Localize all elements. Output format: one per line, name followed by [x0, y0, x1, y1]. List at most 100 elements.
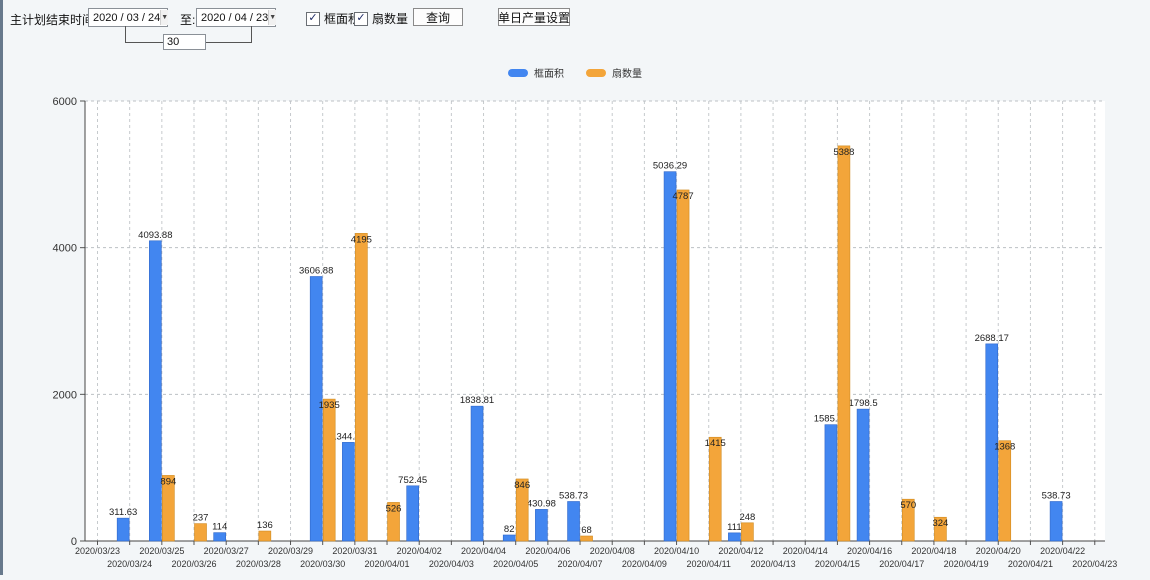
bar-fan-count-2020/03/26[interactable] [194, 523, 207, 542]
legend-label-frame-area: 框面积 [534, 69, 564, 80]
checkbox-fan-count[interactable]: ✓ 扇数量 [354, 10, 408, 27]
bar-value-label: 136 [257, 520, 273, 531]
y-tick-label: 0 [71, 536, 77, 548]
bar-value-label: 2688.17 [975, 333, 1009, 344]
bar-frame-area-2020/03/31[interactable] [342, 442, 355, 542]
bar-frame-area-2020/04/15[interactable] [824, 424, 838, 542]
bar-value-label: 114 [212, 522, 227, 533]
query-button[interactable]: 查询 [413, 8, 463, 26]
x-tick-label: 2020/04/15 [815, 559, 860, 569]
bar-frame-area-2020/04/07[interactable] [567, 501, 580, 542]
legend-item-fan-count: 扇数量 [586, 65, 642, 80]
x-tick-label: 2020/04/21 [1008, 559, 1053, 569]
bar-frame-area-2020/04/12[interactable] [728, 532, 741, 542]
bar-fan-count-2020/04/15[interactable] [837, 145, 851, 542]
date-to-value: 2020 / 04 / 23 [201, 11, 269, 24]
bar-value-label: 1838.81 [460, 395, 494, 406]
bar-value-label: 5036.29 [653, 161, 687, 172]
bar-frame-area-2020/04/10[interactable] [663, 171, 677, 542]
date-from-value: 2020 / 03 / 24 [93, 11, 161, 24]
x-tick-label: 2020/04/12 [718, 546, 763, 556]
checkbox-checked-icon: ✓ [306, 11, 320, 26]
bar-value-label: 111 [727, 522, 741, 533]
legend-label-fan-count: 扇数量 [612, 69, 642, 80]
legend-item-frame-area: 框面积 [508, 65, 564, 80]
bar-value-label: 894 [160, 476, 176, 487]
bar-fan-count-2020/04/10[interactable] [676, 189, 690, 542]
bar-fan-count-2020/04/20[interactable] [998, 440, 1012, 542]
bar-value-label: 526 [386, 503, 402, 514]
bar-frame-area-2020/03/24[interactable] [116, 517, 130, 542]
bar-frame-area-2020/03/25[interactable] [149, 240, 162, 542]
bar-value-label: 5388 [833, 147, 854, 158]
bar-fan-count-2020/04/05[interactable] [515, 478, 529, 542]
bar-value-label: 4093.88 [138, 230, 172, 241]
bar-fan-count-2020/03/30[interactable] [322, 398, 336, 542]
bar-fan-count-2020/03/28[interactable] [258, 530, 272, 542]
x-tick-label: 2020/04/16 [847, 546, 892, 556]
x-tick-label: 2020/04/04 [461, 546, 506, 556]
x-tick-label: 2020/04/02 [397, 546, 442, 556]
x-tick-label: 2020/04/08 [590, 546, 635, 556]
bar-value-label: 1368 [994, 442, 1015, 453]
bar-fan-count-2020/04/17[interactable] [901, 498, 915, 542]
x-tick-label: 2020/04/01 [365, 559, 410, 569]
bar-frame-area-2020/04/06[interactable] [535, 509, 548, 542]
bar-frame-area-2020/04/04[interactable] [470, 405, 484, 542]
dropdown-arrow-icon[interactable]: ▼ [268, 10, 277, 25]
x-tick-label: 2020/04/22 [1040, 546, 1085, 556]
bar-frame-area-2020/03/27[interactable] [213, 532, 226, 542]
x-tick-label: 2020/04/13 [751, 559, 796, 569]
bar-fan-count-2020/04/07[interactable] [580, 535, 593, 542]
bar-frame-area-2020/03/30[interactable] [309, 276, 323, 542]
x-tick-label: 2020/04/03 [429, 559, 474, 569]
legend-swatch-frame-area [508, 68, 528, 77]
x-tick-label: 2020/04/20 [976, 546, 1021, 556]
dropdown-arrow-icon[interactable]: ▼ [160, 10, 169, 25]
checkbox-frame-area-label: 框面积 [324, 12, 361, 26]
bar-fan-count-2020/04/01[interactable] [387, 502, 400, 542]
chart-legend: 框面积 扇数量 [0, 65, 1150, 80]
bar-value-label: 1935 [319, 400, 340, 411]
x-tick-label: 2020/04/14 [783, 546, 828, 556]
x-tick-label: 2020/03/25 [139, 546, 184, 556]
plot-background [85, 101, 1105, 541]
bar-frame-area-2020/04/20[interactable] [985, 343, 999, 542]
bar-fan-count-2020/04/11[interactable] [708, 436, 722, 542]
bar-fan-count-2020/04/12[interactable] [741, 522, 754, 542]
bar-value-label: 430.98 [527, 498, 556, 509]
bar-fan-count-2020/03/31[interactable] [355, 233, 368, 542]
y-tick-label: 6000 [53, 96, 77, 108]
bar-value-label: 324 [932, 518, 948, 529]
date-range-connector-right [203, 26, 252, 43]
bar-value-label: 4195 [351, 234, 372, 245]
bar-fan-count-2020/04/18[interactable] [934, 516, 947, 542]
legend-swatch-fan-count [586, 68, 606, 77]
x-tick-label: 2020/04/18 [911, 546, 956, 556]
x-tick-label: 2020/04/07 [558, 559, 603, 569]
date-from-picker[interactable]: 2020 / 03 / 24 ▼ [88, 8, 169, 27]
bar-value-label: 237 [193, 513, 209, 524]
daily-output-settings-button[interactable]: 单日产量设置 [498, 8, 570, 26]
bar-frame-area-2020/04/05[interactable] [502, 534, 516, 542]
bar-value-label: 1415 [705, 438, 726, 449]
chart-area: 2020/03/23 2020/03/24 2020/03/25 2020/03/26… [0, 88, 1150, 575]
bar-frame-area-2020/04/22[interactable] [1049, 501, 1063, 542]
checkbox-frame-area[interactable]: ✓ 框面积 [306, 10, 360, 27]
bar-value-label: 3606.88 [299, 265, 333, 276]
date-to-picker[interactable]: 2020 / 04 / 23 ▼ [196, 8, 277, 27]
bar-value-label: 4787 [672, 191, 693, 202]
bar-frame-area-2020/04/02[interactable] [406, 485, 420, 542]
bar-frame-area-2020/04/16[interactable] [856, 408, 870, 542]
x-tick-label: 2020/03/31 [332, 546, 377, 556]
y-tick-label: 4000 [53, 243, 77, 255]
bar-fan-count-2020/03/25[interactable] [162, 475, 175, 542]
days-count-input[interactable] [163, 34, 206, 50]
x-tick-label: 2020/04/06 [525, 546, 570, 556]
bar-value-label: 752.45 [398, 475, 427, 486]
y-tick-label: 2000 [53, 389, 77, 401]
x-tick-label: 2020/03/26 [171, 559, 216, 569]
x-tick-label: 2020/03/23 [75, 546, 120, 556]
x-tick-label: 2020/04/10 [654, 546, 699, 556]
window-edge-strip [0, 0, 3, 575]
